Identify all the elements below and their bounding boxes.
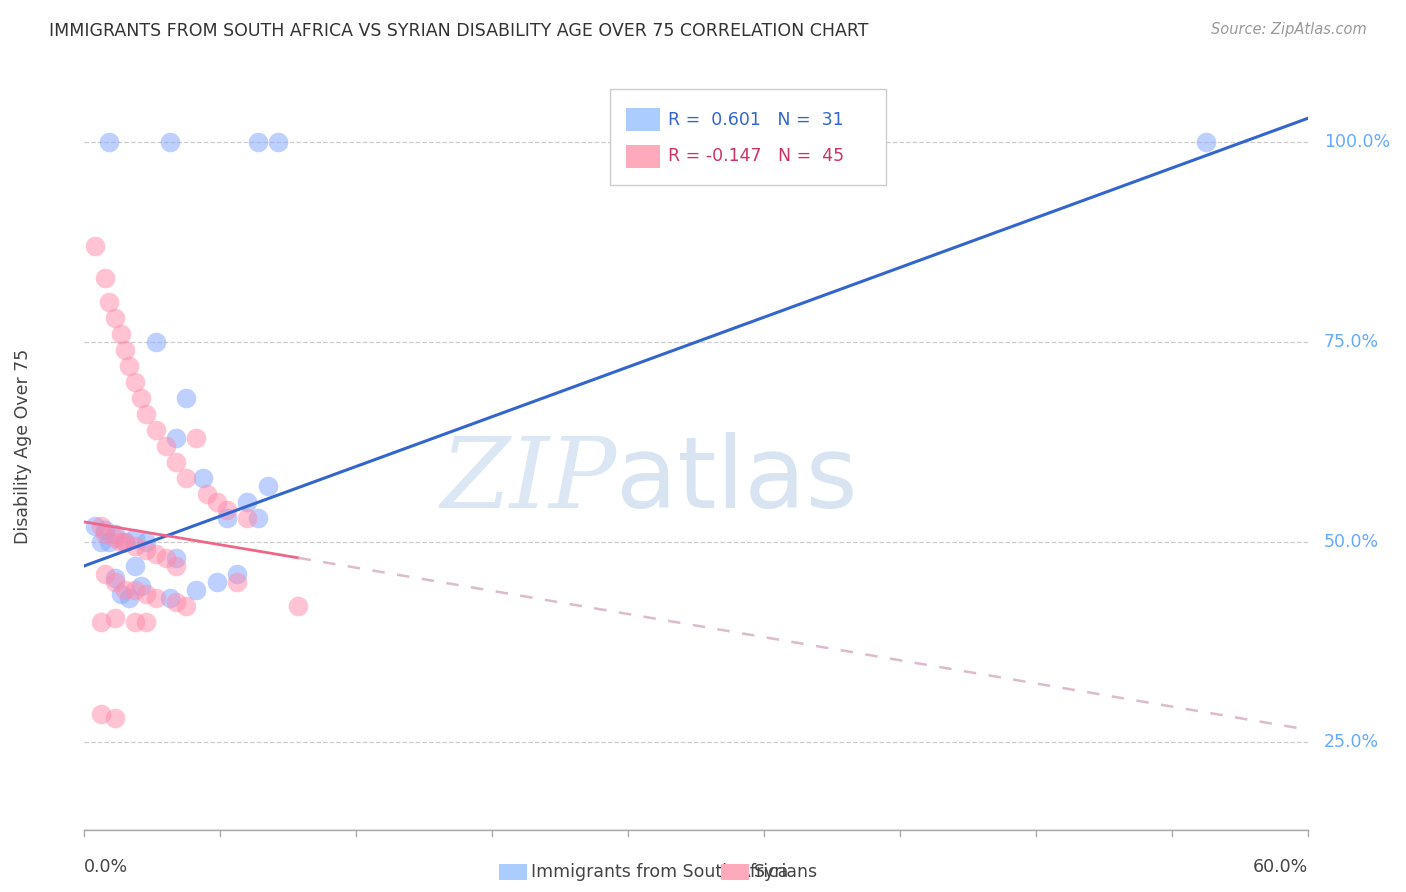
Text: 25.0%: 25.0%: [1324, 732, 1379, 751]
Text: atlas: atlas: [616, 432, 858, 529]
Text: R =  0.601   N =  31: R = 0.601 N = 31: [668, 111, 844, 129]
Point: [165, 455, 187, 469]
Text: 60.0%: 60.0%: [1253, 857, 1308, 876]
FancyBboxPatch shape: [626, 109, 661, 131]
Point: [135, 542, 157, 557]
Point: [135, 534, 157, 549]
Point: [217, 503, 239, 517]
Text: IMMIGRANTS FROM SOUTH AFRICA VS SYRIAN DISABILITY AGE OVER 75 CORRELATION CHART: IMMIGRANTS FROM SOUTH AFRICA VS SYRIAN D…: [49, 22, 869, 40]
Text: Immigrants from South Africa: Immigrants from South Africa: [531, 863, 789, 881]
Point: [93, 527, 115, 541]
Point: [104, 574, 127, 589]
Point: [104, 571, 127, 585]
Point: [165, 550, 187, 565]
Point: [191, 471, 214, 485]
Point: [104, 711, 127, 725]
Point: [159, 136, 181, 150]
Point: [236, 511, 259, 525]
FancyBboxPatch shape: [610, 89, 886, 186]
Point: [124, 558, 146, 573]
Point: [246, 511, 269, 525]
Text: 100.0%: 100.0%: [1324, 133, 1391, 152]
Text: Syrians: Syrians: [754, 863, 818, 881]
Point: [131, 579, 153, 593]
Point: [97, 295, 120, 310]
Point: [135, 407, 157, 421]
Text: ZIP: ZIP: [440, 433, 616, 528]
Point: [97, 136, 120, 150]
Point: [97, 534, 120, 549]
Point: [226, 574, 249, 589]
Point: [93, 523, 115, 537]
Point: [145, 547, 167, 561]
Point: [131, 391, 153, 405]
Point: [165, 595, 187, 609]
Point: [287, 599, 309, 613]
Point: [186, 582, 208, 597]
Point: [1195, 136, 1218, 150]
Point: [104, 527, 127, 541]
Point: [83, 519, 105, 533]
Point: [83, 239, 105, 253]
Point: [159, 591, 181, 605]
Point: [93, 566, 115, 581]
Point: [93, 271, 115, 285]
Point: [246, 136, 269, 150]
Point: [174, 471, 197, 485]
Point: [124, 375, 146, 389]
Point: [90, 534, 112, 549]
Point: [174, 391, 197, 405]
FancyBboxPatch shape: [626, 145, 661, 168]
Point: [90, 706, 112, 721]
Point: [205, 495, 228, 509]
Point: [165, 431, 187, 445]
Point: [186, 431, 208, 445]
Point: [104, 611, 127, 625]
Text: Disability Age Over 75: Disability Age Over 75: [14, 349, 32, 543]
Point: [110, 534, 132, 549]
Point: [124, 582, 146, 597]
Point: [104, 311, 127, 326]
Point: [236, 495, 259, 509]
Text: 50.0%: 50.0%: [1324, 533, 1379, 551]
Text: R = -0.147   N =  45: R = -0.147 N = 45: [668, 147, 844, 165]
Point: [257, 479, 280, 493]
Point: [114, 534, 136, 549]
Point: [145, 423, 167, 437]
Point: [110, 587, 132, 601]
Point: [217, 511, 239, 525]
Point: [155, 439, 177, 453]
Point: [114, 343, 136, 358]
Point: [155, 550, 177, 565]
Point: [145, 591, 167, 605]
Point: [114, 582, 136, 597]
Point: [90, 519, 112, 533]
Point: [118, 359, 141, 373]
Point: [267, 136, 290, 150]
Point: [165, 558, 187, 573]
Text: 75.0%: 75.0%: [1324, 333, 1379, 351]
Point: [145, 335, 167, 350]
Point: [124, 539, 146, 553]
Point: [195, 487, 218, 501]
Point: [104, 531, 127, 545]
Point: [205, 574, 228, 589]
Point: [135, 615, 157, 629]
Point: [114, 534, 136, 549]
Point: [135, 587, 157, 601]
Point: [174, 599, 197, 613]
Point: [226, 566, 249, 581]
Point: [110, 327, 132, 342]
Point: [118, 591, 141, 605]
Point: [124, 615, 146, 629]
Point: [90, 615, 112, 629]
Point: [124, 531, 146, 545]
Text: 0.0%: 0.0%: [84, 857, 128, 876]
Text: Source: ZipAtlas.com: Source: ZipAtlas.com: [1211, 22, 1367, 37]
